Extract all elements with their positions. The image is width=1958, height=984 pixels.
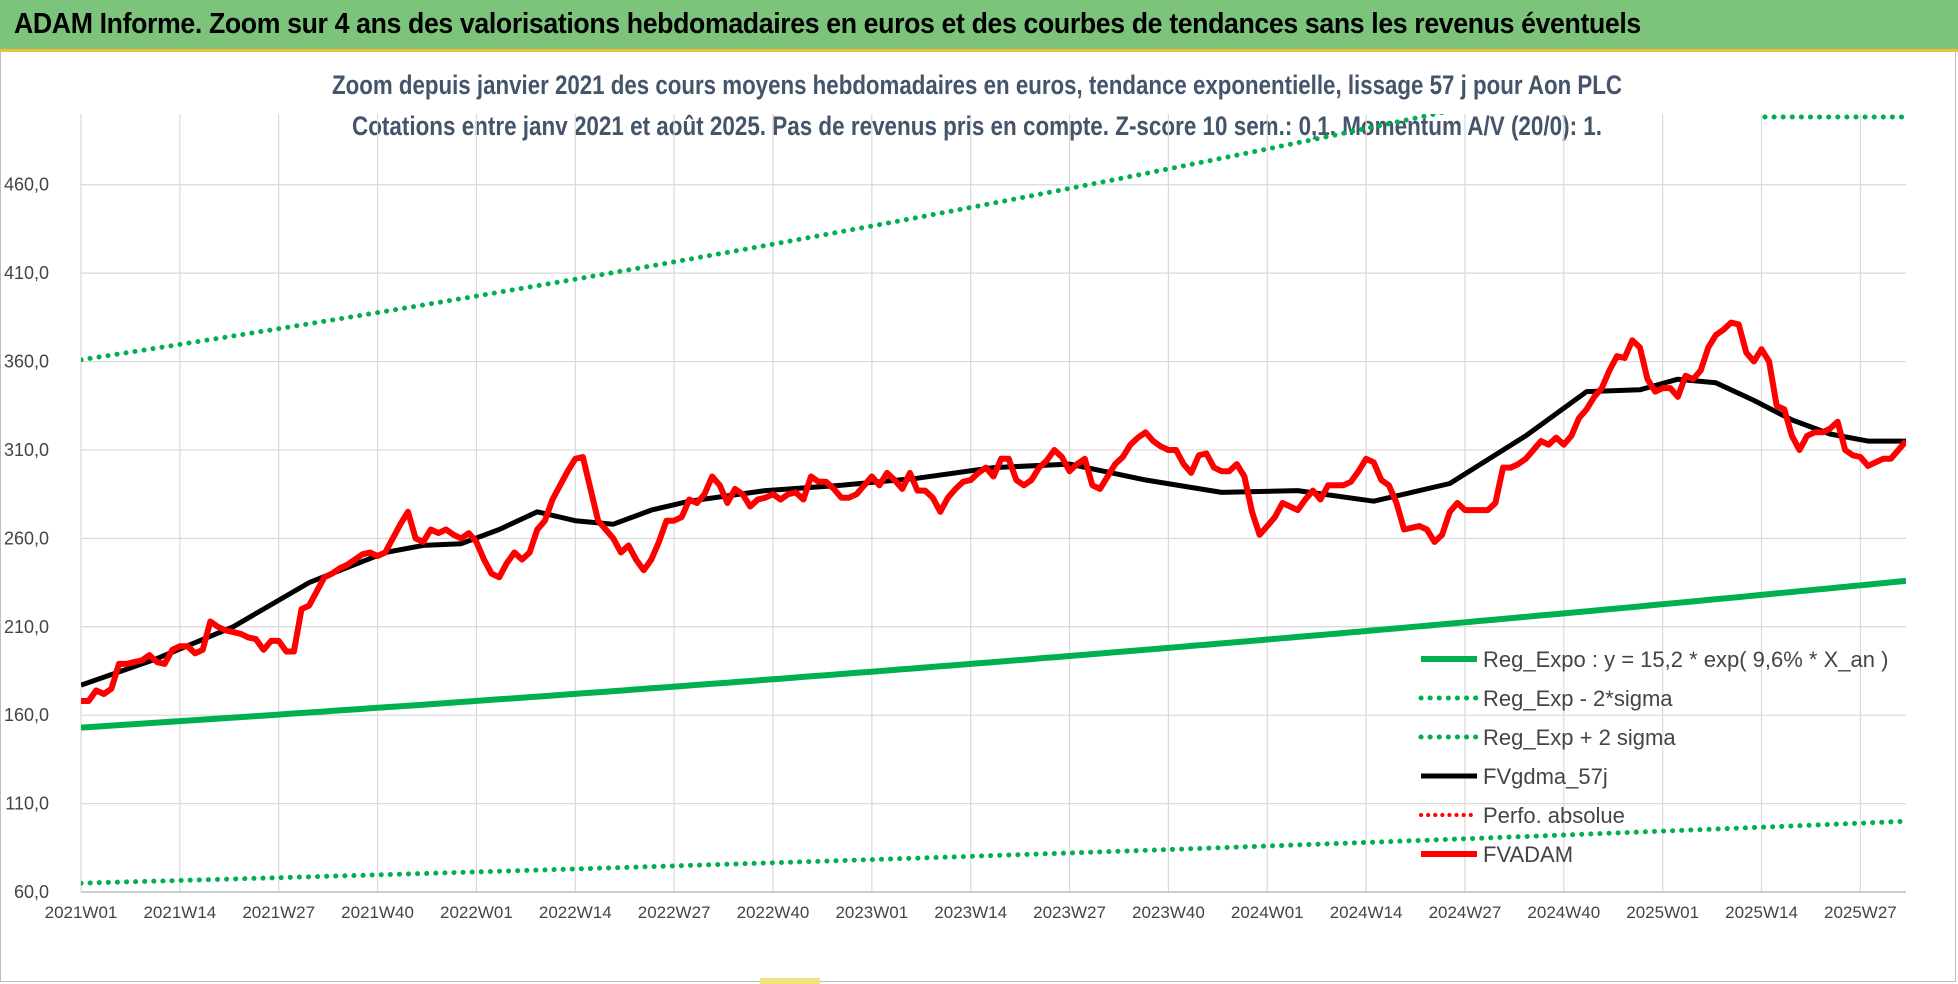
- x-tick-label: 2025W14: [1725, 903, 1798, 922]
- x-tick-label: 2021W14: [143, 903, 216, 922]
- y-tick-label: 460,0: [4, 175, 49, 195]
- axis-ticks: 60,0 110,0 160,0 210,0 260,0 310,0 360,0 410,0 4…: [4, 175, 1897, 922]
- x-tick-label: 2023W14: [934, 903, 1007, 922]
- x-tick-label: 2025W01: [1626, 903, 1699, 922]
- x-tick-label: 2022W14: [539, 903, 612, 922]
- x-tick-label: 2022W27: [638, 903, 711, 922]
- chart: Zoom depuis janvier 2021 des cours moyen…: [4, 70, 1909, 922]
- series-line-3: [81, 376, 1906, 688]
- scrollbar-marker: [760, 978, 820, 984]
- x-tick-label: 2021W27: [242, 903, 315, 922]
- series-line-2: [81, 114, 1447, 363]
- plot-area: [81, 114, 1906, 886]
- y-tick-label: 310,0: [4, 440, 49, 460]
- legend-label: FVgdma_57j: [1483, 764, 1608, 789]
- x-tick-label: 2022W01: [440, 903, 513, 922]
- chart-title-line2: Cotations entre janv 2021 et août 2025. …: [352, 111, 1602, 141]
- x-tick-label: 2022W40: [737, 903, 810, 922]
- y-tick-label: 360,0: [4, 352, 49, 372]
- x-tick-label: 2024W14: [1330, 903, 1403, 922]
- x-tick-label: 2023W27: [1033, 903, 1106, 922]
- chart-title-line1: Zoom depuis janvier 2021 des cours moyen…: [332, 70, 1622, 100]
- y-tick-label: 110,0: [5, 794, 49, 814]
- y-tick-label: 210,0: [4, 617, 49, 637]
- x-tick-label: 2021W01: [45, 903, 118, 922]
- x-tick-label: 2024W01: [1231, 903, 1304, 922]
- y-tick-label: 260,0: [4, 528, 49, 548]
- legend-label: Reg_Exp - 2*sigma: [1483, 686, 1673, 711]
- x-tick-label: 2024W27: [1429, 903, 1502, 922]
- y-tick-label: 160,0: [4, 705, 49, 725]
- y-tick-label: 410,0: [4, 263, 49, 283]
- x-tick-label: 2023W01: [835, 903, 908, 922]
- series-line-0: [81, 577, 1906, 731]
- legend-label: Reg_Expo : y = 15,2 * exp( 9,6% * X_an ): [1483, 647, 1888, 672]
- series-line-1: [81, 818, 1906, 886]
- legend: Reg_Expo : y = 15,2 * exp( 9,6% * X_an )…: [1418, 114, 1909, 867]
- y-tick-label: 60,0: [14, 882, 49, 902]
- series-lines: [81, 114, 1906, 886]
- legend-label: Reg_Exp + 2 sigma: [1483, 725, 1676, 750]
- legend-label: FVADAM: [1483, 842, 1573, 867]
- x-tick-label: 2025W27: [1824, 903, 1897, 922]
- legend-label: Perfo. absolue: [1483, 803, 1625, 828]
- gridlines: [80, 114, 1906, 893]
- title-banner: ADAM Informe. Zoom sur 4 ans des valoris…: [0, 0, 1958, 52]
- banner-title: ADAM Informe. Zoom sur 4 ans des valoris…: [14, 8, 1641, 40]
- chart-frame: Zoom depuis janvier 2021 des cours moyen…: [0, 52, 1956, 982]
- x-tick-label: 2021W40: [341, 903, 414, 922]
- x-tick-label: 2023W40: [1132, 903, 1205, 922]
- x-tick-label: 2024W40: [1527, 903, 1600, 922]
- series-line-5: [81, 319, 1906, 704]
